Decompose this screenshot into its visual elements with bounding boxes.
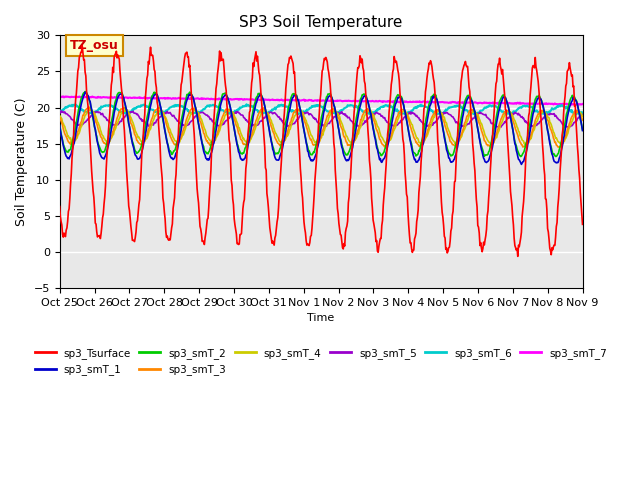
sp3_Tsurface (401, 152, 408, 157)
Text: TZ_osu: TZ_osu (70, 39, 119, 52)
sp3_smT_1 (385, 136, 393, 142)
sp3_smT_5 (57, 108, 65, 114)
sp3_smT_7 (568, 102, 575, 108)
sp3_smT_3 (85, 104, 93, 109)
sp3_smT_6 (172, 103, 180, 109)
sp3_smT_5 (173, 117, 180, 123)
Title: SP3 Soil Temperature: SP3 Soil Temperature (239, 15, 403, 30)
sp3_smT_1 (579, 128, 586, 133)
X-axis label: Time: Time (307, 313, 335, 324)
sp3_smT_4 (200, 126, 208, 132)
sp3_smT_2 (65, 147, 73, 153)
sp3_smT_6 (65, 103, 73, 108)
sp3_smT_7 (385, 98, 393, 104)
sp3_smT_3 (56, 115, 63, 120)
Line: sp3_smT_2: sp3_smT_2 (60, 92, 582, 156)
sp3_smT_7 (200, 96, 208, 101)
sp3_smT_6 (579, 109, 586, 115)
sp3_smT_3 (385, 138, 393, 144)
sp3_smT_4 (65, 135, 73, 141)
Line: sp3_smT_5: sp3_smT_5 (60, 111, 582, 127)
sp3_smT_3 (173, 141, 180, 146)
sp3_smT_5 (579, 112, 586, 118)
sp3_smT_5 (120, 115, 127, 120)
sp3_smT_3 (579, 118, 586, 123)
sp3_smT_4 (385, 138, 393, 144)
sp3_smT_3 (200, 131, 208, 137)
sp3_smT_7 (56, 94, 63, 99)
sp3_smT_6 (200, 106, 207, 112)
sp3_Tsurface (56, 204, 63, 209)
sp3_smT_6 (119, 110, 127, 116)
Line: sp3_Tsurface: sp3_Tsurface (60, 46, 582, 256)
sp3_smT_2 (200, 148, 208, 154)
sp3_smT_1 (81, 89, 89, 95)
sp3_Tsurface (173, 155, 180, 160)
sp3_smT_6 (56, 109, 63, 115)
sp3_Tsurface (78, 43, 86, 48)
sp3_Tsurface (200, 241, 208, 247)
sp3_smT_4 (401, 108, 408, 114)
sp3_smT_3 (401, 107, 408, 113)
sp3_Tsurface (120, 119, 127, 124)
sp3_smT_3 (120, 105, 127, 111)
sp3_smT_1 (401, 106, 408, 112)
Line: sp3_smT_1: sp3_smT_1 (60, 92, 582, 164)
sp3_smT_5 (56, 110, 63, 116)
sp3_smT_2 (579, 127, 586, 132)
sp3_smT_6 (385, 103, 393, 109)
sp3_smT_1 (518, 161, 525, 167)
sp3_smT_2 (517, 154, 525, 159)
sp3_smT_2 (56, 122, 63, 128)
sp3_smT_7 (579, 101, 586, 107)
sp3_smT_5 (401, 115, 408, 120)
sp3_smT_3 (556, 144, 563, 150)
sp3_smT_7 (60, 94, 67, 99)
sp3_smT_1 (65, 156, 73, 162)
sp3_Tsurface (65, 206, 73, 212)
sp3_smT_2 (81, 89, 89, 95)
sp3_smT_5 (385, 121, 393, 127)
sp3_smT_4 (191, 107, 199, 112)
sp3_smT_6 (401, 111, 408, 117)
sp3_smT_4 (119, 109, 127, 115)
sp3_smT_5 (200, 111, 208, 117)
sp3_Tsurface (514, 253, 522, 259)
sp3_smT_2 (385, 128, 393, 133)
Y-axis label: Soil Temperature (C): Soil Temperature (C) (15, 97, 28, 226)
sp3_smT_2 (401, 107, 408, 112)
sp3_smT_4 (172, 138, 180, 144)
sp3_smT_7 (173, 96, 180, 101)
sp3_smT_1 (56, 122, 63, 128)
sp3_smT_6 (506, 111, 514, 117)
Line: sp3_smT_7: sp3_smT_7 (60, 96, 582, 105)
Line: sp3_smT_6: sp3_smT_6 (60, 104, 582, 114)
sp3_smT_4 (56, 112, 63, 118)
Line: sp3_smT_3: sp3_smT_3 (60, 107, 582, 147)
sp3_smT_7 (66, 95, 74, 100)
Legend: sp3_Tsurface, sp3_smT_1, sp3_smT_2, sp3_smT_3, sp3_smT_4, sp3_smT_5, sp3_smT_6, : sp3_Tsurface, sp3_smT_1, sp3_smT_2, sp3_… (31, 344, 612, 379)
sp3_smT_2 (173, 140, 180, 146)
sp3_smT_5 (497, 124, 505, 130)
sp3_smT_3 (65, 140, 73, 145)
sp3_Tsurface (385, 109, 393, 115)
sp3_smT_4 (579, 113, 586, 119)
sp3_smT_1 (120, 95, 127, 100)
sp3_smT_5 (66, 114, 74, 120)
sp3_smT_1 (173, 149, 180, 155)
sp3_Tsurface (579, 221, 586, 227)
sp3_smT_4 (522, 142, 530, 148)
sp3_smT_7 (401, 98, 408, 104)
Line: sp3_smT_4: sp3_smT_4 (60, 109, 582, 145)
sp3_smT_7 (120, 95, 127, 100)
sp3_smT_1 (200, 151, 208, 156)
sp3_smT_2 (120, 96, 127, 102)
sp3_smT_6 (243, 101, 250, 107)
